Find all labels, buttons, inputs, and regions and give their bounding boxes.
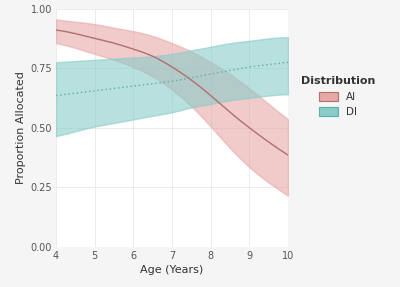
X-axis label: Age (Years): Age (Years) <box>140 265 204 275</box>
Legend: AI, DI: AI, DI <box>298 73 378 121</box>
Y-axis label: Proportion Allocated: Proportion Allocated <box>16 71 26 184</box>
